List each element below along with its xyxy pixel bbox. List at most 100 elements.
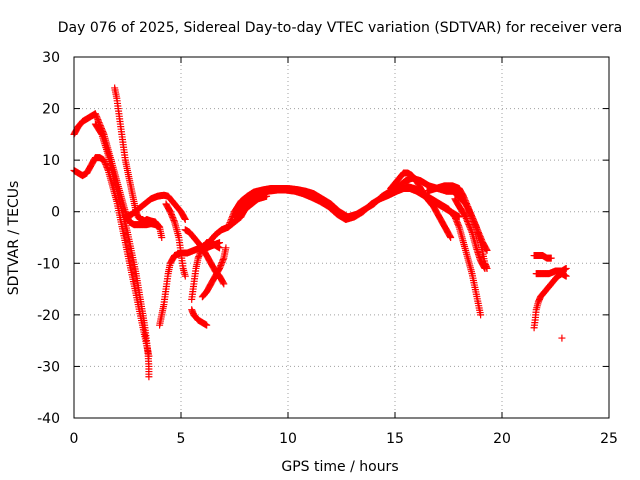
data-point (464, 218, 472, 226)
data-point (225, 220, 233, 228)
data-point (220, 280, 228, 288)
y-tick-label: 30 (42, 50, 60, 66)
data-point (471, 221, 479, 229)
data-point (469, 214, 477, 222)
data-point (462, 213, 470, 221)
data-point (452, 214, 460, 222)
y-tick-label: 0 (51, 205, 60, 221)
data-point (562, 264, 570, 272)
data-point (92, 111, 100, 119)
data-point (94, 117, 102, 125)
data-point (169, 215, 177, 223)
data-point (465, 221, 473, 229)
data-point (466, 224, 474, 232)
data-point (145, 373, 153, 381)
series-track-b (70, 154, 153, 360)
data-point (154, 221, 162, 229)
data-point (217, 261, 225, 269)
data-point (469, 216, 477, 224)
y-tick-label: -20 (37, 308, 60, 324)
x-tick-label: 20 (493, 431, 511, 447)
data-point (93, 114, 101, 122)
data-point (483, 246, 491, 254)
data-point (168, 211, 176, 219)
series-track-h (181, 226, 228, 288)
data-point (167, 209, 175, 217)
data-point (94, 116, 102, 124)
y-tick-label: -30 (37, 359, 60, 375)
data-point (93, 113, 101, 121)
series-track-p (402, 182, 485, 319)
data-point (446, 232, 454, 240)
data-point (453, 217, 461, 225)
data-point (474, 228, 482, 236)
data-point (453, 219, 461, 227)
series-track-i (188, 306, 211, 329)
data-point (225, 222, 233, 230)
data-point (217, 260, 225, 268)
data-point (181, 214, 189, 222)
data-point (194, 254, 202, 262)
data-point (226, 219, 234, 227)
data-point (454, 220, 462, 228)
series-track-k (198, 244, 230, 301)
chart-title: Day 076 of 2025, Sidereal Day-to-day VTE… (58, 20, 622, 36)
x-tick-label: 15 (386, 431, 404, 447)
series-track-r (442, 187, 491, 254)
data-point (219, 257, 227, 265)
data-point (169, 214, 177, 222)
data-point (562, 272, 570, 280)
data-point (218, 259, 226, 267)
data-point (216, 264, 224, 272)
data-point (451, 213, 459, 221)
data-point (480, 263, 488, 271)
x-tick-label: 0 (70, 431, 79, 447)
data-point (224, 223, 232, 231)
data-points (70, 84, 570, 381)
data-point (476, 233, 484, 241)
data-point (170, 217, 178, 225)
data-point (473, 224, 481, 232)
data-point (482, 245, 490, 253)
y-axis-ticks: -40 -30 -20 -10 0 10 20 30 (37, 50, 609, 427)
series-track-f (156, 239, 224, 329)
data-point (168, 212, 176, 220)
y-axis-label: SDTVAR / TECUs (6, 181, 22, 296)
data-point (166, 208, 174, 216)
data-point (463, 216, 471, 224)
y-tick-label: 10 (42, 153, 60, 169)
series-track-c (91, 120, 153, 381)
x-tick-label: 25 (600, 431, 618, 447)
y-tick-label: 20 (42, 102, 60, 118)
data-point (472, 222, 480, 230)
data-point (195, 253, 203, 261)
data-point (455, 222, 463, 230)
series-track-s (451, 195, 489, 272)
data-point (481, 264, 489, 272)
data-point (467, 225, 475, 233)
data-point (91, 110, 99, 118)
plot-frame (73, 56, 610, 419)
data-point (465, 222, 473, 230)
x-tick-label: 5 (177, 431, 186, 447)
data-point (219, 256, 227, 264)
data-point (195, 251, 203, 259)
data-point (547, 254, 555, 262)
series-track-l (198, 192, 271, 254)
data-point (475, 230, 483, 238)
data-point (181, 272, 189, 280)
data-point (473, 225, 481, 233)
data-point (227, 217, 235, 225)
y-tick-label: -10 (37, 256, 60, 272)
data-point (467, 227, 475, 235)
data-point (216, 263, 224, 271)
data-point (471, 219, 479, 227)
data-point (478, 236, 486, 244)
x-axis-ticks: 0 5 10 15 20 25 (70, 57, 618, 447)
data-point (452, 216, 460, 224)
series-track-e (121, 191, 189, 223)
data-point (462, 214, 470, 222)
data-point (558, 334, 566, 342)
data-point (222, 244, 230, 252)
